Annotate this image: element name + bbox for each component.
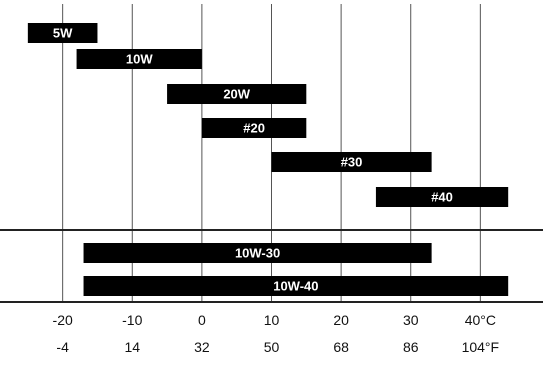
bar-label: 10W-40 [273, 279, 318, 294]
celsius-tick-label: -10 [122, 312, 142, 328]
range-bar [271, 152, 432, 172]
chart-frame [0, 229, 543, 303]
fahrenheit-tick-label: 86 [403, 339, 419, 355]
range-bar [27, 23, 98, 43]
range-bar [83, 276, 509, 296]
celsius-tick-label: 0 [198, 312, 206, 328]
range-bar [201, 118, 307, 138]
fahrenheit-tick-label: 68 [333, 339, 349, 355]
range-bar [83, 243, 432, 263]
multi-grade-bars: 10W-30 10W-40 [83, 243, 509, 296]
fahrenheit-tick-label: 14 [124, 339, 140, 355]
celsius-tick-label: -20 [53, 312, 73, 328]
range-bar [167, 84, 307, 104]
temperature-axis: -20 -10 0 10 20 30 40°C -4 14 32 50 68 86 104°F [53, 312, 500, 355]
bar-label: #30 [341, 155, 363, 170]
celsius-tick-label: 30 [403, 312, 419, 328]
range-bar [76, 49, 202, 69]
bar-label: 10W-30 [235, 246, 280, 261]
bar-label: #20 [243, 121, 265, 136]
bar-label: #40 [431, 190, 453, 205]
single-grade-bars: 5W 10W 20W #20 #30 #40 [27, 23, 509, 207]
bar-label: 10W [126, 52, 153, 67]
bar-label: 5W [53, 26, 73, 41]
fahrenheit-tick-label: 32 [194, 339, 210, 355]
fahrenheit-tick-label: -4 [56, 339, 69, 355]
range-bar [375, 187, 509, 207]
bar-label: 20W [223, 87, 250, 102]
celsius-tick-label: 40°C [465, 312, 496, 328]
fahrenheit-tick-label: 50 [264, 339, 280, 355]
celsius-tick-label: 20 [333, 312, 349, 328]
fahrenheit-tick-label: 104°F [462, 339, 500, 355]
celsius-tick-label: 10 [264, 312, 280, 328]
